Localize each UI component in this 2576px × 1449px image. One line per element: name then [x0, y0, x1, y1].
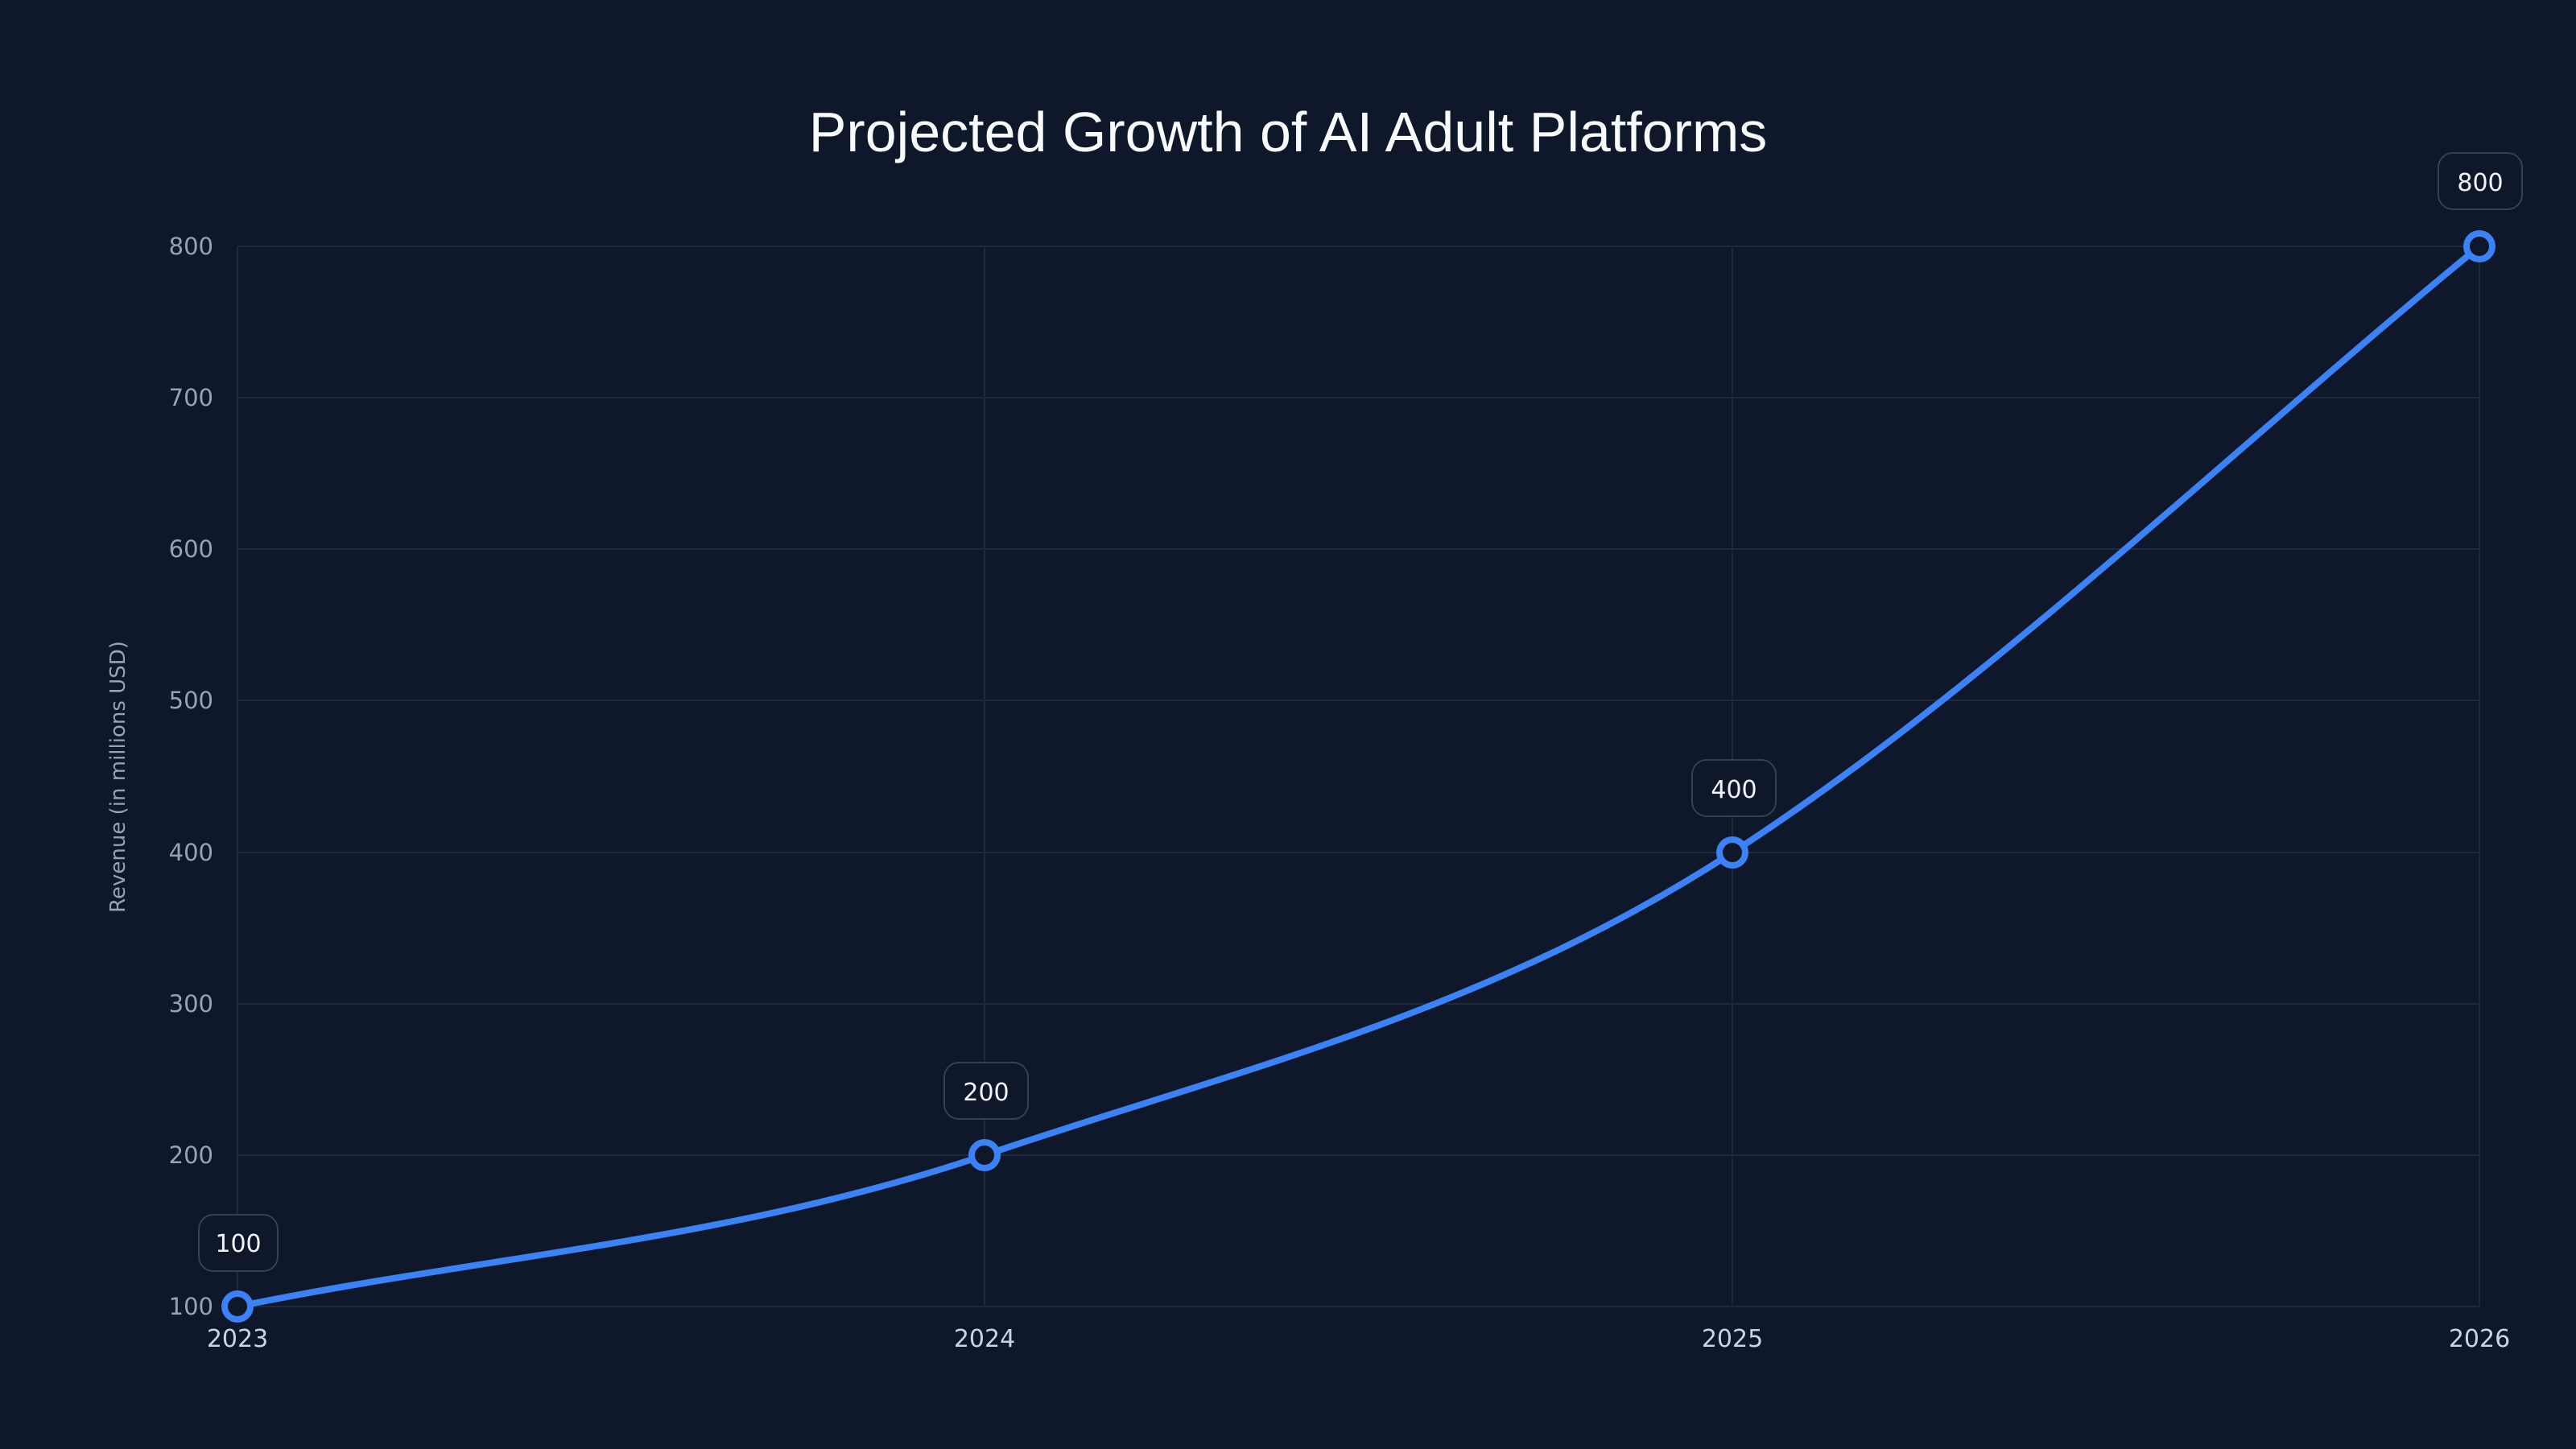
data-points: [221, 230, 2496, 1323]
x-tick: 2024: [954, 1325, 1015, 1353]
y-tick: 100: [169, 1293, 213, 1320]
y-tick: 700: [169, 384, 213, 411]
data-label: 400: [1711, 776, 1757, 804]
x-axis-ticks: 2023 2024 2025 2026: [207, 1325, 2510, 1353]
revenue-line: [234, 243, 2483, 1310]
y-tick: 800: [169, 233, 213, 260]
y-tick: 400: [169, 839, 213, 866]
data-point-marker[interactable]: [1716, 836, 1748, 869]
y-tick: 500: [169, 687, 213, 714]
y-axis-label: Revenue (in millions USD): [106, 641, 130, 913]
data-labels: 100 200 400 800: [198, 152, 2523, 1272]
data-label: 800: [2457, 169, 2503, 197]
y-tick: 600: [169, 535, 213, 563]
y-axis-ticks: 800 700 600 500 400 300 200 100: [169, 233, 213, 1320]
chart-title: Projected Growth of AI Adult Platforms: [809, 101, 1768, 163]
y-tick: 200: [169, 1141, 213, 1169]
data-point-marker[interactable]: [221, 1290, 254, 1323]
data-label: 100: [215, 1230, 261, 1258]
data-label: 200: [963, 1079, 1009, 1107]
x-tick: 2025: [1702, 1325, 1763, 1353]
gridlines: [237, 246, 2480, 1307]
x-tick: 2026: [2449, 1325, 2510, 1353]
x-tick: 2023: [207, 1325, 268, 1353]
data-point-marker[interactable]: [968, 1139, 1001, 1171]
y-tick: 300: [169, 990, 213, 1018]
data-point-marker[interactable]: [2463, 230, 2496, 262]
